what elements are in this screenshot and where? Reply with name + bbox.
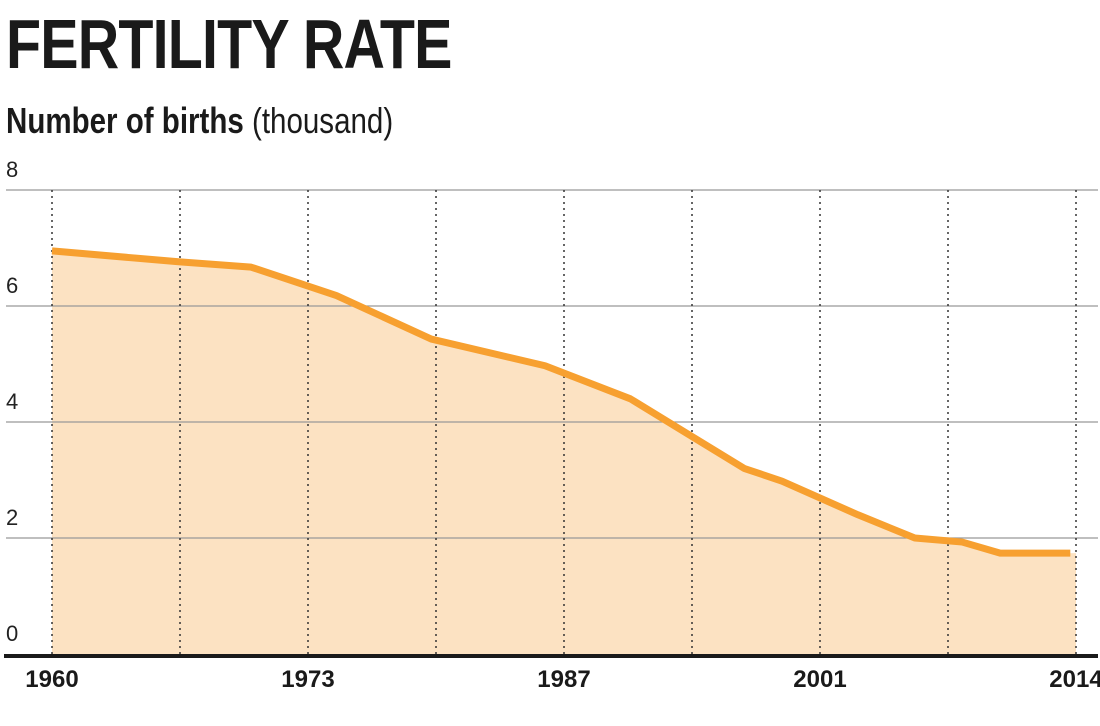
y-tick-label: 6 xyxy=(6,273,18,298)
x-tick-label: 2014 xyxy=(1049,666,1100,693)
y-axis-unit: (thousand) xyxy=(252,100,394,141)
y-tick-label: 2 xyxy=(6,505,18,530)
x-tick-label: 2001 xyxy=(793,666,846,693)
y-tick-label: 0 xyxy=(6,621,18,646)
x-tick-label: 1987 xyxy=(537,666,590,693)
x-tick-label: 1973 xyxy=(281,666,334,693)
chart-title: FERTILITY RATE xyxy=(6,5,452,83)
y-axis-label-main: Number of births xyxy=(6,100,244,141)
x-tick-label: 1960 xyxy=(25,666,78,693)
y-tick-label: 8 xyxy=(6,157,18,182)
area-fill xyxy=(52,250,1076,654)
y-axis-label: Number of births (thousand) xyxy=(6,100,393,142)
series-line xyxy=(51,247,1071,557)
y-tick-label: 4 xyxy=(6,389,18,414)
